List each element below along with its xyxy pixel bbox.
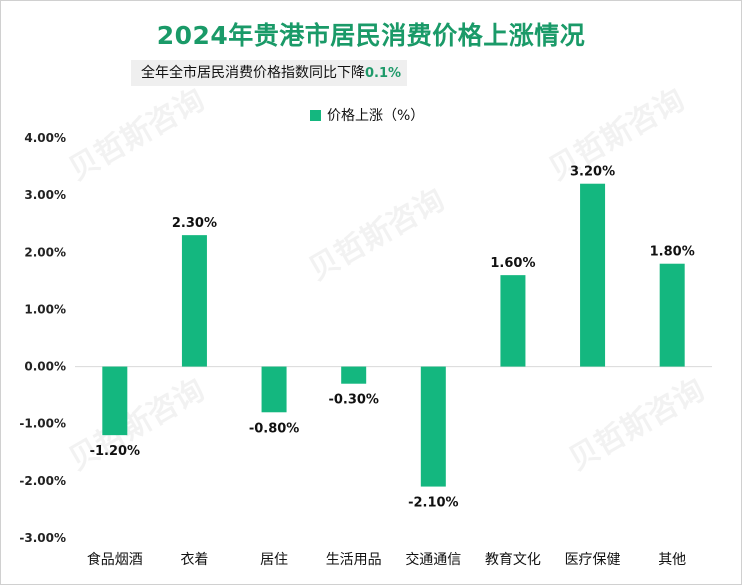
chart-title: 2024年贵港市居民消费价格上涨情况	[156, 21, 586, 50]
x-tick-label: 医疗保健	[565, 552, 621, 568]
subtitle-box: 全年全市居民消费价格指数同比下降0.1%	[131, 60, 408, 86]
legend: 价格上涨（%）	[310, 106, 424, 124]
y-tick-label: 4.00%	[24, 131, 66, 145]
bar	[500, 275, 526, 367]
data-label: -1.20%	[90, 444, 141, 459]
data-label: 1.80%	[650, 245, 695, 260]
x-tick-label: 食品烟酒	[87, 551, 143, 568]
y-tick-label: -2.00%	[19, 474, 66, 488]
x-tick-label: 其他	[658, 552, 686, 568]
subtitle-text: 全年全市居民消费价格指数同比下降	[141, 65, 365, 81]
bar	[341, 366, 367, 384]
x-tick-label: 交通通信	[405, 551, 461, 568]
data-label: 1.60%	[490, 256, 535, 271]
y-tick-label: 3.00%	[24, 188, 66, 202]
x-tick-label: 生活用品	[326, 552, 382, 568]
bar	[420, 366, 446, 487]
x-tick-label: 居住	[260, 552, 288, 568]
y-tick-label: 2.00%	[24, 245, 66, 259]
y-tick-label: 0.00%	[24, 360, 66, 374]
legend-label: 价格上涨（%）	[327, 108, 425, 124]
bar	[261, 366, 287, 413]
subtitle-value: 0.1%	[365, 66, 402, 81]
x-tick-label: 衣着	[180, 552, 208, 568]
bar	[102, 366, 128, 436]
y-tick-label: -3.00%	[19, 531, 66, 545]
y-tick-label: -1.00%	[19, 417, 66, 431]
bar	[181, 235, 207, 367]
bar	[580, 183, 606, 367]
data-label: 2.30%	[172, 216, 217, 231]
x-tick-label: 教育文化	[485, 552, 541, 568]
legend-swatch	[310, 109, 321, 121]
data-label: -0.80%	[249, 421, 300, 436]
data-label: -2.10%	[408, 496, 459, 511]
data-label: -0.30%	[328, 393, 379, 408]
bar	[659, 263, 685, 367]
y-tick-label: 1.00%	[24, 302, 66, 316]
data-label: 3.20%	[570, 165, 615, 180]
